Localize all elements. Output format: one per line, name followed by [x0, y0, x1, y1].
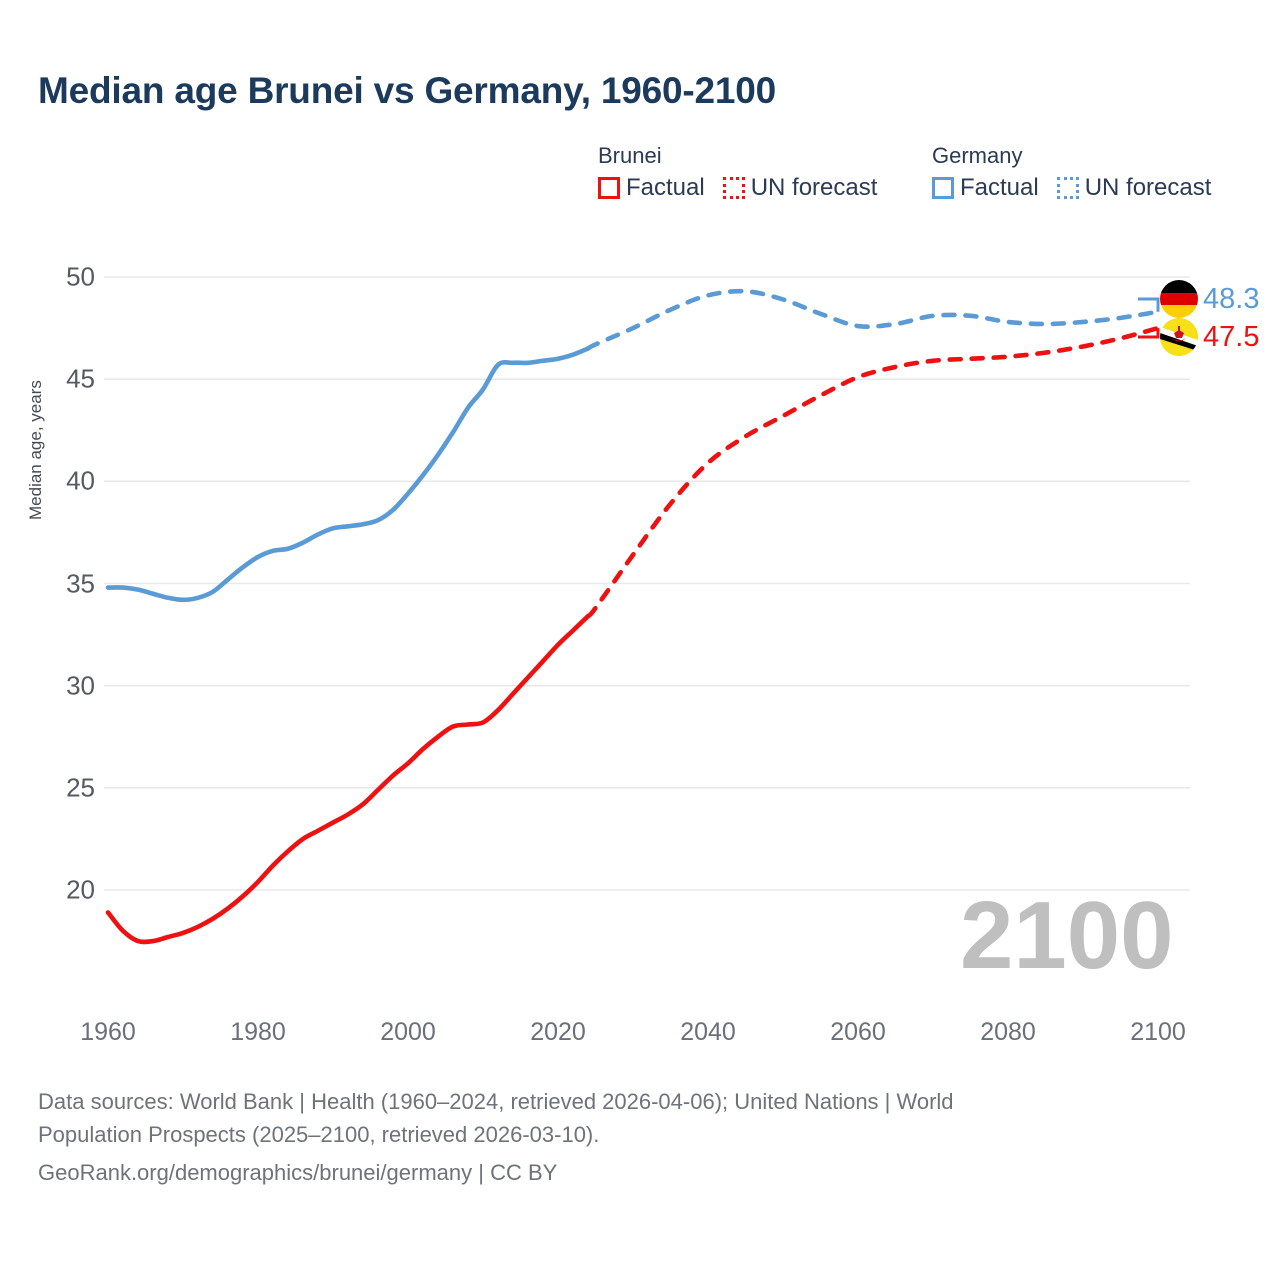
connector-germany — [1138, 297, 1160, 312]
page-title: Median age Brunei vs Germany, 1960-2100 — [38, 70, 777, 111]
legend-item-germany-forecast[interactable]: UN forecast — [1056, 174, 1212, 201]
year-watermark: 2100 — [960, 882, 1174, 989]
y-tick-label: 40 — [66, 465, 95, 496]
series-line-brunei-factual — [105, 613, 591, 945]
chart-footer: Data sources: World Bank | Health (1960–… — [38, 1085, 1178, 1189]
x-tick-label: 2020 — [530, 1018, 586, 1046]
legend-label-germany-factual: Factual — [960, 174, 1039, 201]
x-tick-label: 2060 — [830, 1018, 886, 1046]
series-line-germany-factual — [105, 346, 591, 603]
x-tick-label: 2000 — [380, 1018, 436, 1046]
flag-brunei-icon — [1160, 318, 1198, 356]
footer-line-1: Data sources: World Bank | Health (1960–… — [38, 1089, 954, 1114]
legend-swatch-dotted-icon — [1056, 177, 1079, 199]
series-lines — [105, 288, 1161, 945]
legend-group-title-germany: Germany — [932, 143, 1023, 168]
gridlines — [104, 276, 1190, 891]
legend-swatch-solid-icon — [932, 177, 954, 199]
connector-brunei — [1138, 328, 1160, 339]
chart-legend: Brunei Factual UN forecast Germany Factu… — [598, 143, 1258, 223]
footer-line-2: Population Prospects (2025–2100, retriev… — [38, 1122, 600, 1147]
end-label-germany: 48.3 — [1160, 280, 1259, 318]
legend-group-title-brunei: Brunei — [598, 143, 662, 168]
y-tick-label: 45 — [66, 363, 95, 394]
legend-group-germany: Germany Factual UN forecast — [932, 143, 1211, 201]
y-tick-label: 35 — [66, 568, 95, 598]
legend-swatch-solid-icon — [598, 177, 620, 199]
legend-label-germany-forecast: UN forecast — [1084, 174, 1212, 201]
footer-line-3[interactable]: GeoRank.org/demographics/brunei/germany … — [38, 1160, 558, 1185]
series-line-brunei-forecast — [585, 325, 1161, 619]
legend-group-brunei: Brunei Factual UN forecast — [598, 143, 877, 201]
legend-item-germany-factual[interactable]: Factual — [932, 175, 1039, 201]
series-line-germany-forecast — [585, 288, 1161, 351]
x-tick-label: 2080 — [980, 1018, 1036, 1046]
legend-swatch-dotted-icon — [722, 177, 745, 199]
x-tick-label: 2100 — [1130, 1018, 1186, 1046]
y-tick-label: 25 — [66, 772, 95, 803]
flag-germany-icon — [1160, 280, 1198, 318]
end-connectors — [1138, 297, 1160, 339]
legend-item-brunei-factual[interactable]: Factual — [598, 175, 705, 201]
y-tick-label: 20 — [66, 874, 95, 905]
y-tick-label: 30 — [66, 670, 95, 701]
end-value-germany: 48.3 — [1203, 282, 1260, 315]
legend-label-brunei-factual: Factual — [626, 174, 705, 201]
end-label-brunei: 47.5 — [1160, 318, 1259, 356]
x-tick-label: 1960 — [80, 1018, 136, 1046]
legend-item-brunei-forecast[interactable]: UN forecast — [722, 174, 878, 201]
x-tick-label: 1980 — [230, 1018, 286, 1046]
end-value-brunei: 47.5 — [1203, 320, 1260, 353]
x-tick-label: 2040 — [680, 1018, 736, 1046]
y-tick-label: 50 — [66, 261, 95, 292]
legend-label-brunei-forecast: UN forecast — [750, 174, 878, 201]
